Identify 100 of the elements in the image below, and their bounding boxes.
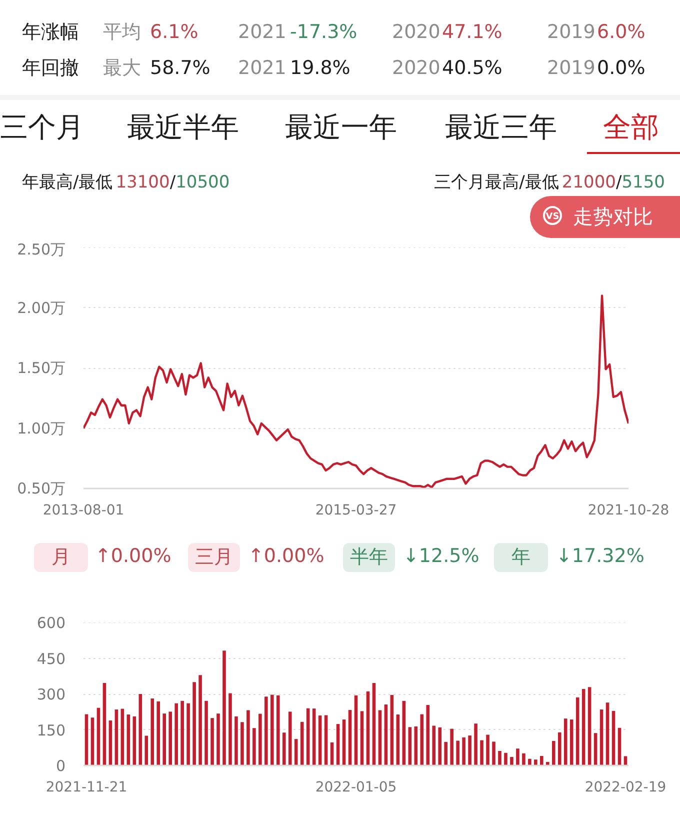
bar <box>348 710 352 766</box>
text: 2019 <box>547 57 596 81</box>
text: 最近一年 <box>285 110 397 144</box>
x-tick-label: 2021-10-28 <box>588 502 670 518</box>
bar <box>336 724 340 766</box>
bar <box>114 709 118 766</box>
bar <box>576 697 580 766</box>
bar <box>474 724 478 766</box>
bar <box>180 700 184 766</box>
bar <box>366 691 370 766</box>
bar <box>486 734 490 766</box>
bar <box>450 728 454 766</box>
y-tick-label: 2.00万 <box>17 298 66 317</box>
bar <box>390 694 394 766</box>
y-tick-label: 0.50万 <box>17 480 66 498</box>
bar <box>174 703 178 766</box>
bar <box>570 720 574 766</box>
text: 最近半年 <box>127 110 239 144</box>
text: 年最高/最低 <box>22 172 113 192</box>
bar <box>126 714 130 766</box>
bar <box>240 722 244 766</box>
text: ↑0.00% <box>95 545 172 569</box>
text: 平均 <box>103 21 141 45</box>
bar <box>300 722 304 766</box>
bar <box>168 712 172 766</box>
y-tick-label: 1.00万 <box>17 419 66 438</box>
text: 21000/5150 <box>562 172 665 192</box>
bar <box>294 739 298 766</box>
bar <box>444 742 448 766</box>
bar <box>456 740 460 766</box>
bar <box>564 718 568 766</box>
bar <box>186 703 190 766</box>
text: 19.8% <box>290 57 350 81</box>
x-tick-label: 2013-08-01 <box>42 502 124 518</box>
bar <box>258 714 262 766</box>
bar <box>528 758 532 766</box>
text: 走势对比 <box>573 204 653 230</box>
bar <box>600 709 604 766</box>
bar <box>468 735 472 766</box>
bar <box>192 682 196 766</box>
bar <box>558 732 562 766</box>
bar <box>372 683 376 766</box>
bar <box>420 714 424 766</box>
text: 6.1% <box>150 21 198 45</box>
text: 2020 <box>392 57 440 81</box>
line-series <box>84 294 628 488</box>
bar <box>84 714 88 766</box>
text: 全部 <box>603 110 659 144</box>
text: 2021 <box>238 57 286 81</box>
bar <box>594 733 598 766</box>
bar <box>198 675 202 766</box>
bar <box>522 753 526 766</box>
text: ↓12.5% <box>403 545 480 569</box>
x-tick-label: 2022-02-19 <box>584 780 666 796</box>
text: 月 <box>34 543 88 572</box>
bar <box>342 720 346 766</box>
bar <box>612 710 616 766</box>
x-tick-label: 2015-03-27 <box>315 502 397 518</box>
y-tick-label: 300 <box>36 686 66 704</box>
bar <box>492 742 496 766</box>
x-tick-label: 2022-01-05 <box>315 780 397 796</box>
bar <box>360 711 364 766</box>
bar <box>516 748 520 766</box>
bar <box>534 760 538 766</box>
bar <box>252 728 256 766</box>
bar <box>228 693 232 766</box>
bar <box>582 688 586 766</box>
bar <box>384 704 388 766</box>
text: 最大 <box>103 57 141 81</box>
text: 2021 <box>238 21 286 45</box>
text: 年 <box>494 543 548 572</box>
text: 年回撤 <box>22 57 79 81</box>
text: 2019 <box>547 21 596 45</box>
bar <box>618 728 622 766</box>
bar <box>96 708 100 766</box>
bar <box>402 700 406 766</box>
bar <box>378 710 382 766</box>
y-tick-label: 600 <box>36 614 66 632</box>
bar <box>510 756 514 766</box>
text: 6.0% <box>597 21 646 45</box>
bar <box>408 727 412 766</box>
bar <box>234 716 238 766</box>
bar <box>432 726 436 766</box>
bar <box>138 694 142 766</box>
text: 40.5% <box>442 57 502 81</box>
bar <box>150 698 154 766</box>
bar <box>276 695 280 766</box>
text: 0.0% <box>597 57 646 81</box>
y-tick-label: 0 <box>56 757 66 775</box>
bar <box>504 752 508 766</box>
bar <box>318 715 322 766</box>
text: ↓17.32% <box>556 545 644 569</box>
text: VS <box>543 206 562 225</box>
text: 三个月 <box>0 110 84 144</box>
y-tick-label: 150 <box>36 721 66 740</box>
text: -17.3% <box>290 21 358 45</box>
bar <box>90 718 94 766</box>
y-tick-label: 450 <box>36 650 66 668</box>
bar <box>396 714 400 766</box>
bar <box>282 732 286 766</box>
